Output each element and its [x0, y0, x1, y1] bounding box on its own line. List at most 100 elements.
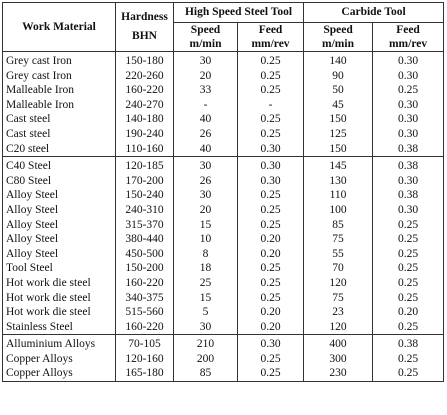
cell-carbide-speed: 110 — [303, 188, 374, 203]
cell-hardness: 170-200 — [115, 173, 174, 189]
cell-hss-feed: 0.25 — [236, 126, 305, 142]
cell-material: C40 Steel — [2, 156, 116, 174]
cell-carbide-speed: 300 — [303, 351, 374, 367]
cell-hss-speed: 15 — [173, 217, 238, 233]
table-row: Copper Alloys 165-180 85 0.25 230 0.25 — [2, 366, 445, 383]
cell-carbide-feed: 0.25 — [372, 366, 445, 383]
cell-hss-feed: 0.25 — [236, 188, 305, 203]
cell-hss-speed: 8 — [173, 246, 238, 262]
cell-hss-feed: 0.25 — [236, 68, 305, 84]
header-carbide-feed: Feed — [372, 22, 445, 38]
cell-hardness: 110-160 — [115, 141, 174, 158]
cell-hardness: 160-220 — [115, 319, 174, 336]
cell-carbide-feed: 0.38 — [372, 156, 445, 174]
cell-hardness: 70-105 — [115, 334, 174, 352]
table-row: Cast steel 140-180 40 0.25 150 0.30 — [2, 112, 445, 127]
cell-hss-speed: 30 — [173, 156, 238, 174]
table-body: Grey cast Iron 150-180 30 0.25 140 0.30 Grey c… — [2, 51, 445, 383]
table-row: Alloy Steel 380-440 10 0.20 75 0.25 — [2, 232, 445, 247]
cell-carbide-feed: 0.30 — [372, 68, 445, 84]
cell-material: Copper Alloys — [2, 366, 116, 383]
cell-material: Hot work die steel — [2, 275, 116, 291]
cell-carbide-speed: 75 — [303, 232, 374, 247]
cell-carbide-speed: 400 — [303, 334, 374, 352]
cell-carbide-feed: 0.25 — [372, 217, 445, 233]
cell-hardness: 160-220 — [115, 83, 174, 98]
header-carbide-speed-unit: m/min — [303, 38, 374, 52]
table-row: Hot work die steel 515-560 5 0.20 23 0.20 — [2, 305, 445, 320]
cell-hss-feed: 0.20 — [236, 319, 305, 336]
cell-hss-feed: 0.20 — [236, 305, 305, 320]
cell-hardness: 380-440 — [115, 232, 174, 247]
cell-hss-speed: 26 — [173, 173, 238, 189]
cell-hss-speed: 18 — [173, 261, 238, 276]
cell-hss-feed: 0.20 — [236, 246, 305, 262]
cell-carbide-feed: 0.25 — [372, 246, 445, 262]
table-row: Stainless Steel 160-220 30 0.20 120 0.25 — [2, 319, 445, 336]
cell-carbide-feed: 0.20 — [372, 305, 445, 320]
table-row: C40 Steel 120-185 30 0.30 145 0.38 — [2, 156, 445, 174]
header-hss-feed: Feed — [236, 22, 305, 38]
cell-material: Cast steel — [2, 126, 116, 142]
cell-hardness: 165-180 — [115, 366, 174, 383]
cell-carbide-speed: 130 — [303, 173, 374, 189]
cell-carbide-speed: 100 — [303, 202, 374, 218]
cell-hss-feed: 0.20 — [236, 232, 305, 247]
cell-hss-feed: 0.25 — [236, 275, 305, 291]
cell-material: C80 Steel — [2, 173, 116, 189]
table-row: Copper Alloys 120-160 200 0.25 300 0.25 — [2, 351, 445, 367]
table-row: Alloy Steel 450-500 8 0.20 55 0.25 — [2, 246, 445, 262]
cell-material: Grey cast Iron — [2, 68, 116, 84]
cell-hss-speed: 200 — [173, 351, 238, 367]
cell-carbide-feed: 0.25 — [372, 275, 445, 291]
cell-carbide-feed: 0.25 — [372, 232, 445, 247]
table-row: Alloy Steel 315-370 15 0.25 85 0.25 — [2, 217, 445, 233]
cutting-data-table: Work Material Hardness BHN High Speed St… — [2, 2, 445, 383]
cell-carbide-speed: 120 — [303, 275, 374, 291]
cell-carbide-speed: 23 — [303, 305, 374, 320]
cell-hss-speed: 5 — [173, 305, 238, 320]
table-row: Alloy Steel 150-240 30 0.25 110 0.38 — [2, 188, 445, 203]
cell-hss-feed: 0.25 — [236, 112, 305, 127]
cell-carbide-feed: 0.30 — [372, 173, 445, 189]
cell-carbide-speed: 150 — [303, 112, 374, 127]
cell-hss-speed: 30 — [173, 319, 238, 336]
cell-hardness: 150-180 — [115, 51, 174, 69]
cell-material: Alloy Steel — [2, 188, 116, 203]
cutting-data-table-container: Work Material Hardness BHN High Speed St… — [2, 2, 445, 383]
cell-material: Alluminium Alloys — [2, 334, 116, 352]
cell-carbide-speed: 90 — [303, 68, 374, 84]
cell-hss-feed: 0.25 — [236, 202, 305, 218]
cell-hss-speed: 30 — [173, 51, 238, 69]
cell-hardness: 220-260 — [115, 68, 174, 84]
cell-hardness: 160-220 — [115, 275, 174, 291]
cell-material: Alloy Steel — [2, 202, 116, 218]
cell-hardness: 150-200 — [115, 261, 174, 276]
cell-carbide-speed: 50 — [303, 83, 374, 98]
cell-carbide-speed: 125 — [303, 126, 374, 142]
table-row: Alloy Steel 240-310 20 0.25 100 0.30 — [2, 202, 445, 218]
header-hss-tool: High Speed Steel Tool — [172, 2, 305, 23]
cell-hss-feed: 0.25 — [236, 351, 305, 367]
cell-hss-speed: 20 — [173, 202, 238, 218]
cell-carbide-feed: 0.38 — [372, 141, 445, 158]
cell-material: Alloy Steel — [2, 246, 116, 262]
cell-carbide-speed: 230 — [303, 366, 374, 383]
cell-hardness: 140-180 — [115, 112, 174, 127]
cell-hardness: 150-240 — [115, 188, 174, 203]
cell-material: Malleable Iron — [2, 83, 116, 98]
header-carbide-tool: Carbide Tool — [303, 2, 445, 23]
cell-hardness: 190-240 — [115, 126, 174, 142]
table-row: Malleable Iron 240-270- -45 0.30 — [2, 97, 445, 113]
cell-carbide-speed: 145 — [303, 156, 374, 174]
cell-carbide-feed: 0.30 — [372, 202, 445, 218]
cell-hss-feed: - — [236, 97, 305, 113]
table-row: C80 Steel 170-200 26 0.30 130 0.30 — [2, 173, 445, 189]
table-header: Work Material Hardness BHN High Speed St… — [2, 2, 445, 52]
cell-hss-speed: 40 — [173, 141, 238, 158]
cell-hardness: 240-310 — [115, 202, 174, 218]
cell-hardness: 240-270 — [115, 97, 174, 113]
header-hss-feed-unit: mm/rev — [236, 38, 305, 52]
table-row: Tool Steel 150-200 18 0.25 70 0.25 — [2, 261, 445, 276]
cell-material: Alloy Steel — [2, 217, 116, 233]
